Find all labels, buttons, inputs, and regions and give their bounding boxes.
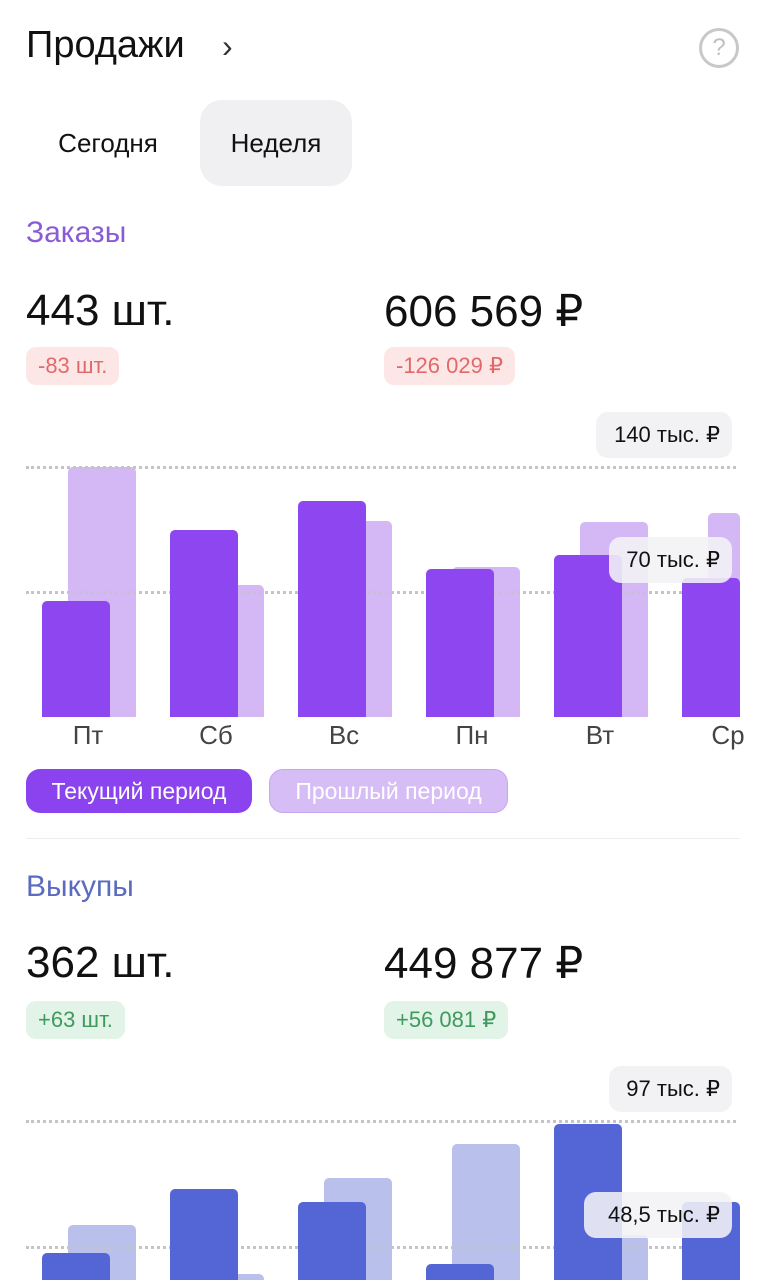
y-tick-label: 140 тыс. ₽ — [596, 412, 732, 458]
buyouts-count-delta: +63 шт. — [26, 1001, 125, 1039]
buyouts-title: Выкупы — [26, 870, 134, 903]
chevron-right-icon[interactable]: › — [222, 28, 233, 64]
buyouts-sum: 449 877 ₽ — [384, 939, 584, 988]
x-tick-label: Пт — [72, 720, 104, 750]
gridline — [26, 591, 736, 594]
current-period-bar — [298, 1201, 366, 1280]
orders-sum: 606 569 ₽ — [384, 287, 584, 336]
current-period-bar — [42, 600, 110, 717]
section-divider — [26, 838, 740, 839]
current-period-bar — [426, 568, 494, 717]
buyouts-sum-delta: +56 081 ₽ — [384, 1001, 509, 1039]
x-tick-label: Пн — [455, 720, 489, 750]
x-tick-label: Сб — [199, 720, 233, 750]
gridline — [26, 1246, 736, 1249]
buyouts-count: 362 шт. — [26, 938, 175, 987]
current-period-bar — [298, 500, 366, 717]
orders-count-delta: -83 шт. — [26, 347, 120, 385]
current-period-bar — [42, 1253, 110, 1280]
current-period-bar — [170, 529, 238, 717]
current-period-bar — [426, 1263, 494, 1280]
current-period-bar — [682, 577, 740, 717]
page-title[interactable]: Продажи — [26, 24, 185, 66]
orders-count: 443 шт. — [26, 286, 175, 335]
gridline — [26, 466, 736, 469]
x-tick-label: Ср — [711, 720, 745, 750]
tab-week[interactable]: Неделя — [200, 100, 352, 186]
y-tick-label: 70 тыс. ₽ — [609, 537, 732, 583]
y-tick-label: 97 тыс. ₽ — [609, 1066, 732, 1112]
current-period-bar — [554, 554, 622, 717]
question-circle-icon[interactable]: ? — [699, 28, 739, 68]
y-tick-label: 48,5 тыс. ₽ — [584, 1192, 732, 1238]
orders-chart: Пт Сб Вс Пн Вт Ср 140 тыс. ₽ 70 тыс. ₽ — [26, 412, 745, 750]
x-tick-label: Вс — [328, 720, 360, 750]
x-tick-label: Вт — [585, 720, 615, 750]
gridline — [26, 1120, 736, 1123]
legend-current-period[interactable]: Текущий период — [26, 769, 252, 813]
current-period-bar — [170, 1188, 238, 1280]
legend-previous-period[interactable]: Прошлый период — [269, 769, 508, 813]
orders-title: Заказы — [26, 216, 127, 249]
previous-period-bar — [452, 1144, 520, 1280]
buyouts-chart: 97 тыс. ₽ 48,5 тыс. ₽ — [26, 1066, 740, 1280]
tab-today[interactable]: Сегодня — [58, 128, 158, 158]
orders-sum-delta: -126 029 ₽ — [384, 347, 515, 385]
